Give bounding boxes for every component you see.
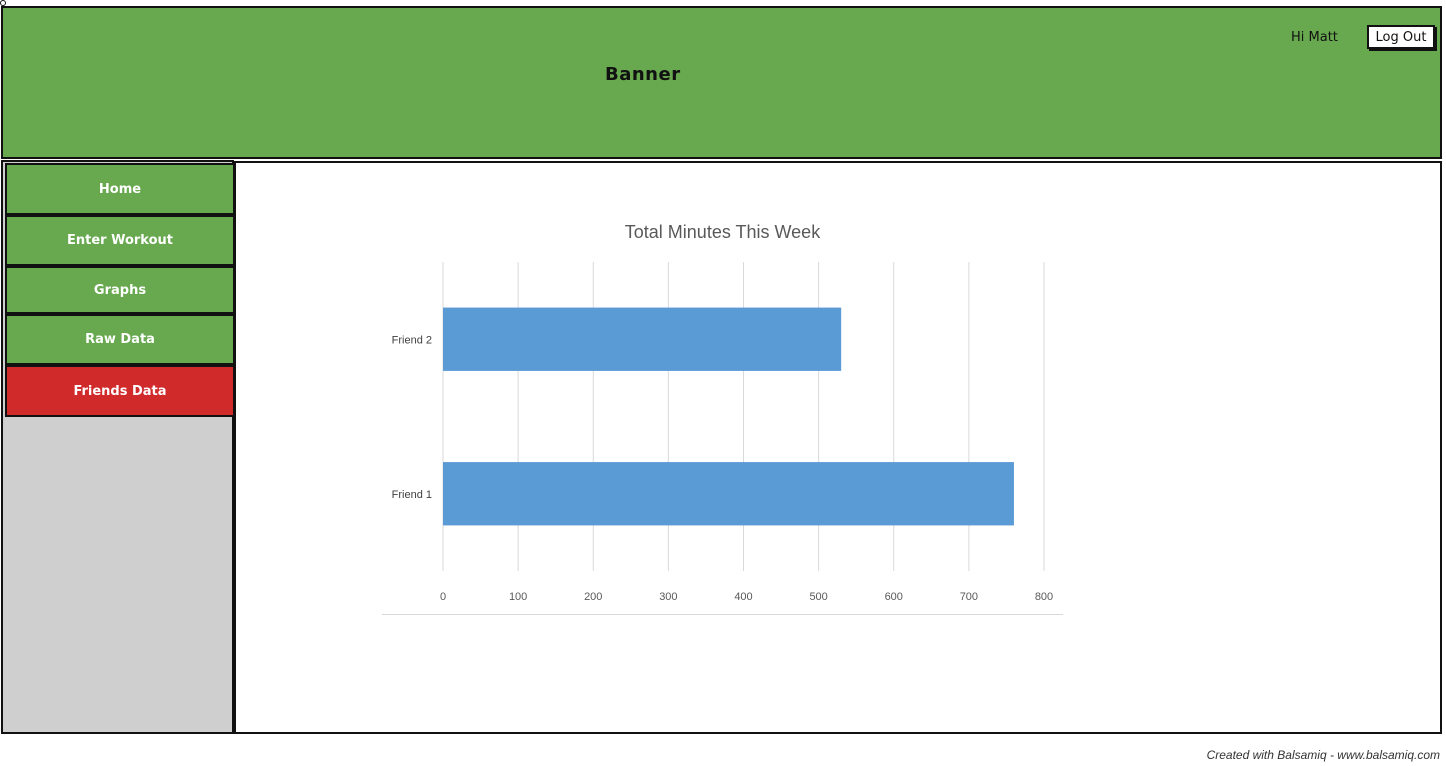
x-tick-label: 100 — [509, 591, 527, 603]
sidebar-item-raw-data[interactable]: Raw Data — [5, 314, 235, 365]
main-content — [234, 161, 1442, 734]
bar — [443, 462, 1014, 526]
chart-title: Total Minutes This Week — [624, 222, 821, 242]
banner-title: Banner — [605, 64, 681, 85]
sidebar-item-friends-data[interactable]: Friends Data — [5, 365, 235, 417]
x-tick-label: 800 — [1035, 591, 1053, 603]
bar-chart: 0 100 200 300 400 500 600 700 800 Friend 2 Friend … — [392, 262, 1053, 603]
x-tick-label: 600 — [885, 591, 903, 603]
x-tick-label: 700 — [960, 591, 978, 603]
x-tick-label: 400 — [734, 591, 752, 603]
chart-area: Total Minutes This Week 0 100 200 300 400 500… — [382, 213, 1063, 615]
sidebar-item-enter-workout[interactable]: Enter Workout — [5, 215, 235, 266]
x-tick-label: 0 — [440, 591, 446, 603]
x-tick-label: 300 — [659, 591, 677, 603]
x-tick-label: 200 — [584, 591, 602, 603]
user-greeting: Hi Matt — [1291, 30, 1338, 45]
sidebar: Home Enter Workout Graphs Raw Data Frien… — [1, 160, 235, 734]
sidebar-item-home[interactable]: Home — [5, 163, 235, 215]
bar — [443, 307, 842, 371]
category-label: Friend 2 — [392, 334, 432, 346]
logout-button[interactable]: Log Out — [1367, 25, 1435, 49]
sidebar-item-graphs[interactable]: Graphs — [5, 266, 235, 314]
x-tick-label: 500 — [809, 591, 827, 603]
category-label: Friend 1 — [392, 489, 432, 501]
banner: Banner Hi Matt Log Out — [1, 6, 1442, 159]
footer-credit: Created with Balsamiq - www.balsamiq.com — [1206, 748, 1440, 762]
corner-handle — [0, 0, 6, 6]
